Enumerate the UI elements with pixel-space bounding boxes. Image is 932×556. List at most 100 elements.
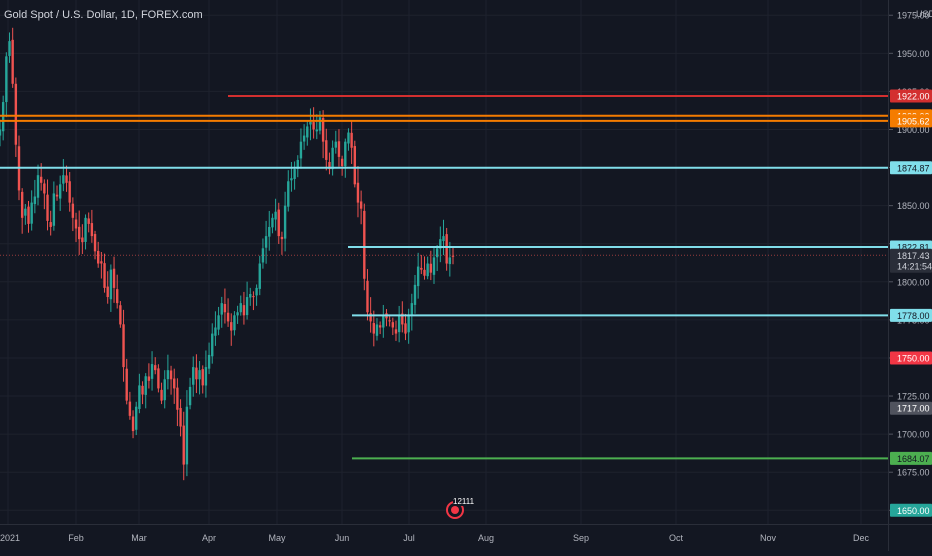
candle-body <box>20 191 24 218</box>
candle-body <box>198 370 201 380</box>
candle-body <box>157 368 160 389</box>
candle-body <box>125 368 128 401</box>
candle-body <box>144 376 147 395</box>
candle-body <box>230 322 233 331</box>
candle-body <box>353 146 356 185</box>
candle-body <box>204 367 208 386</box>
candle-body <box>283 205 287 239</box>
candle-body <box>299 141 303 159</box>
price-tick-label: 1975.00 <box>897 11 930 21</box>
candle-body <box>39 176 43 183</box>
candle-body <box>46 194 49 221</box>
candle-body <box>344 141 347 167</box>
time-tick-label: Sep <box>573 533 589 543</box>
candle-body <box>432 257 436 275</box>
candle-body <box>131 416 135 432</box>
candle-body <box>407 315 410 333</box>
candle-body <box>451 255 455 257</box>
candle-body <box>426 263 429 277</box>
candle-body <box>236 312 239 316</box>
candle-body <box>397 315 401 333</box>
time-tick-label: 2021 <box>0 533 20 543</box>
candle-body <box>413 284 417 305</box>
price-tick-label: 1850.00 <box>897 201 930 211</box>
candle-body <box>192 367 195 385</box>
candle-body <box>337 141 341 157</box>
time-axis[interactable]: 2021 Feb Mar Apr May Jun Jul Aug Sep Oct Nov Dec <box>0 524 888 551</box>
candle-body <box>242 305 246 316</box>
candle-body <box>274 211 277 220</box>
candle-body <box>163 379 166 401</box>
marker-price-countdown: 14:21:54 <box>897 261 932 271</box>
marker-price-label: 1650.00 <box>897 506 930 516</box>
candle-body <box>369 313 372 322</box>
candle-body <box>328 161 331 170</box>
candle-body <box>296 159 299 169</box>
candle-body <box>84 217 87 242</box>
time-tick-label: Oct <box>669 533 684 543</box>
time-tick-label: Aug <box>478 533 494 543</box>
symbol-title[interactable]: Gold Spot / U.S. Dollar, 1D, FOREX.com <box>4 9 203 21</box>
candle-body <box>90 223 94 237</box>
time-tick-label: Jun <box>335 533 350 543</box>
candle-body <box>404 323 407 334</box>
candlestick-plot[interactable] <box>0 0 888 524</box>
candle-body <box>347 132 350 144</box>
candle-body <box>49 222 52 227</box>
time-axis-svg: 2021 Feb Mar Apr May Jun Jul Aug Sep Oct Nov Dec <box>0 533 870 543</box>
price-axis[interactable]: 1975.001950.001925.001900.001875.001850.… <box>888 0 932 524</box>
candle-body <box>442 236 445 242</box>
candle-body <box>160 389 163 401</box>
candle-body <box>448 257 452 265</box>
candle-body <box>36 175 40 198</box>
candle-body <box>30 202 33 224</box>
marker-price-badge <box>890 401 932 415</box>
marker-price-badge <box>890 248 932 273</box>
candle-body <box>100 261 103 264</box>
event-label: 12111 <box>453 497 475 506</box>
candle-body <box>62 175 65 184</box>
candle-body <box>8 41 11 56</box>
candle-body <box>43 183 46 194</box>
level-price-badge <box>890 114 932 128</box>
earnings-flag-icon[interactable]: 12111 <box>446 497 475 519</box>
level-price-label: 1922.00 <box>897 91 930 101</box>
candle-body <box>71 203 75 218</box>
candle-body <box>318 117 322 131</box>
candle-body <box>122 324 125 368</box>
candle-body <box>81 237 84 243</box>
currency-label[interactable]: USD <box>916 9 932 19</box>
candle-body <box>312 122 315 130</box>
candle-body <box>97 250 100 264</box>
candle-body <box>340 158 344 167</box>
candle-body <box>277 209 280 237</box>
marker-price-label: 1817.43 <box>897 251 930 261</box>
level-price-badge <box>890 161 932 175</box>
time-tick-label: Dec <box>853 533 870 543</box>
axis-corner[interactable] <box>888 524 932 551</box>
time-tick-label: Jul <box>403 533 415 543</box>
level-price-label: 1822.81 <box>897 243 930 253</box>
candle-body <box>14 83 18 145</box>
chart-area[interactable]: Gold Spot / U.S. Dollar, 1D, FOREX.com 1… <box>0 0 888 524</box>
candle-body <box>401 313 404 325</box>
candle-body <box>87 218 90 224</box>
candle-body <box>58 184 62 199</box>
candle-body <box>290 178 293 181</box>
candle-body <box>350 132 353 148</box>
level-price-badge <box>890 89 932 103</box>
candle-body <box>214 327 217 336</box>
candle-body <box>138 385 141 409</box>
candle-body <box>302 135 306 142</box>
candle-body <box>375 324 379 336</box>
candle-body <box>109 269 113 300</box>
candle-body <box>429 263 433 273</box>
candle-body <box>185 406 189 465</box>
candle-body <box>135 406 138 430</box>
candle-body <box>147 376 151 381</box>
candle-body <box>252 296 255 298</box>
candle-body <box>176 387 179 410</box>
candle-body <box>116 289 119 304</box>
candle-body <box>439 239 442 249</box>
time-tick-label: Mar <box>131 533 147 543</box>
